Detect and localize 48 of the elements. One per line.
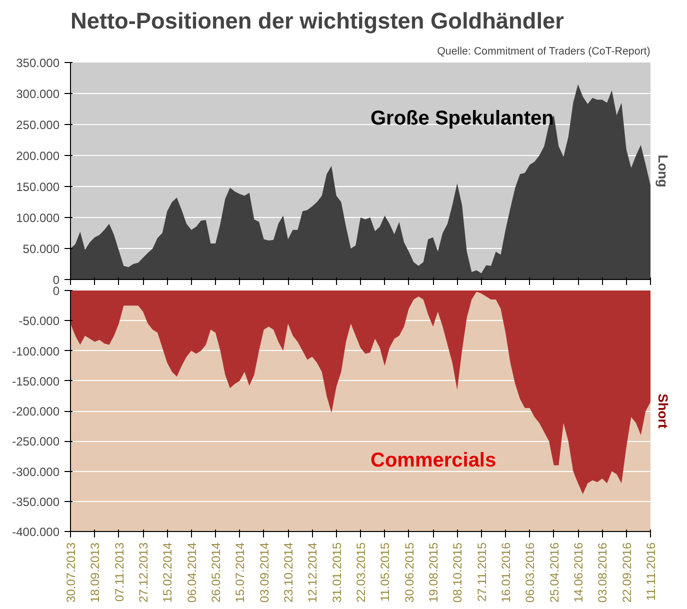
y-axis-title: Long [656,154,670,188]
x-tick-label: 15.02.2014 [160,542,175,603]
x-tick-label: 27.12.2013 [136,542,150,603]
y-tick-label: 250.000 [16,118,60,132]
x-tick-label: 06.04.2014 [184,542,199,603]
y-tick-label: 100.000 [16,211,60,225]
x-tick-label: 03.09.2014 [257,542,272,603]
x-tick-label: 30.06.2015 [402,542,416,603]
x-tick-label: 26.05.2014 [209,542,223,603]
x-tick-label: 11.11.2016 [644,542,658,601]
y-tick-label: 0 [52,273,60,287]
x-tick-label: 23.10.2014 [282,542,296,603]
x-tick-label: 31.01.2015 [330,542,344,603]
y-tick-label: 0 [52,284,60,298]
y-tick-label: -100.000 [12,344,60,358]
x-tick-label: 27.11.2015 [474,542,489,602]
y-tick-label: 150.000 [16,180,60,194]
y-tick-label: 200.000 [16,149,60,163]
x-tick-label: 03.08.2016 [596,542,610,603]
x-tick-label: 15.07.2014 [233,542,248,603]
y-tick-label: -300.000 [12,464,60,479]
source-note: Quelle: Commitment of Traders (CoT-Report) [437,46,650,58]
x-tick-label: 08.10.2015 [450,542,465,603]
y-tick-label: -350.000 [12,494,60,509]
y-tick-label: -400.000 [12,525,60,539]
x-tick-label: 06.03.2016 [523,542,538,603]
x-tick-label: 25.04.2016 [547,542,562,603]
y-tick-label: 50.000 [22,242,60,256]
x-tick-label: 30.07.2013 [64,542,78,603]
y-tick-label: -200.000 [12,404,60,418]
x-tick-label: 12.12.2014 [306,542,320,603]
x-tick-label: 16.01.2016 [499,542,513,603]
x-tick-label: 07.11.2013 [112,542,126,602]
x-tick-label: 11.05.2015 [378,542,392,602]
y-tick-label: 300.000 [16,87,60,101]
annotation: Commercials [370,450,496,472]
y-tick-label: -150.000 [12,374,60,388]
x-tick-label: 18.09.2013 [88,542,102,603]
y-tick-label: -250.000 [12,434,60,449]
x-tick-label: 22.03.2015 [354,542,368,603]
chart-title: Netto-Positionen der wichtigsten Goldhändler [70,8,564,34]
y-tick-label: 350.000 [16,56,60,70]
x-tick-label: 22.09.2016 [620,542,634,603]
x-tick-label: 19.08.2015 [426,542,440,603]
x-tick-label: 14.06.2016 [572,542,586,603]
annotation: Große Spekulanten [370,108,554,130]
y-axis-title: Short [656,394,670,429]
y-tick-label: -50.000 [18,314,60,328]
